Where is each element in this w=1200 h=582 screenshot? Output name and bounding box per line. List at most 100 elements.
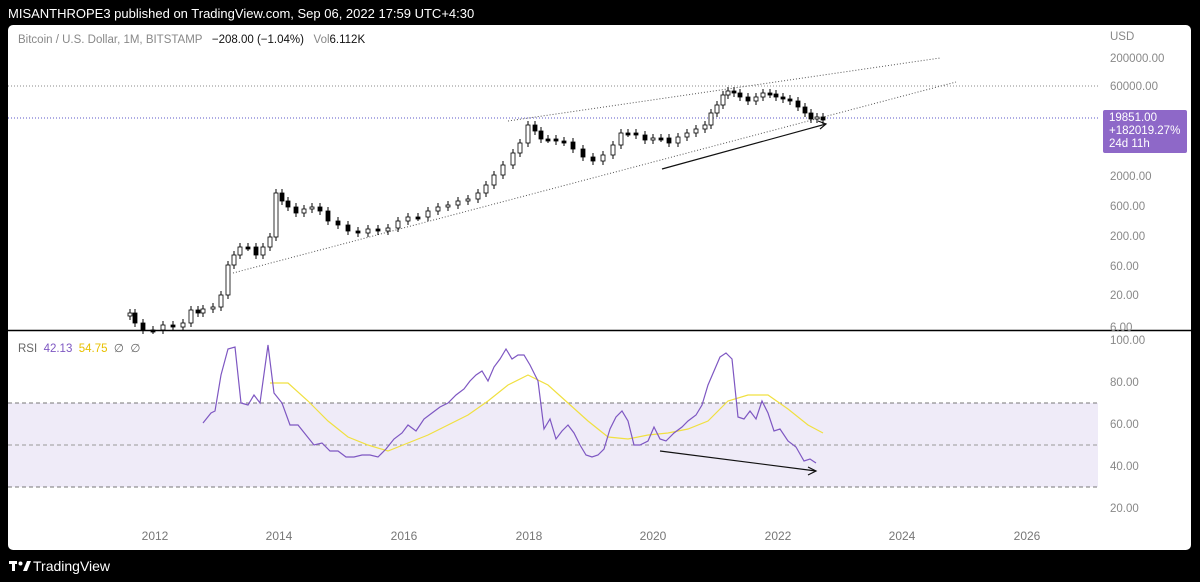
candle-down [731, 90, 737, 94]
candle-up [365, 228, 371, 234]
symbol-legend: Bitcoin / U.S. Dollar, 1M, BITSTAMP −208… [18, 34, 365, 46]
candle-up [260, 246, 266, 256]
rsi-axis[interactable]: 100.00 80.00 60.00 40.00 20.00 [1110, 335, 1145, 515]
rsi-tick-label: 100.00 [1110, 335, 1145, 347]
candle-up [475, 192, 481, 200]
candle-up [753, 96, 759, 102]
candle-up [525, 124, 531, 144]
candle-up [231, 254, 237, 266]
time-tick-label: 2012 [142, 529, 169, 543]
candle-up [465, 198, 471, 202]
footer-bar: TradingView [0, 550, 1200, 582]
candle-down [561, 140, 567, 144]
candle-down [293, 206, 299, 214]
time-tick-label: 2014 [266, 529, 293, 543]
rsi-tick-label: 40.00 [1110, 461, 1139, 473]
candle-up [405, 216, 411, 222]
price-tick-label: 60.00 [1110, 261, 1139, 273]
badge-countdown: 24d 11h [1109, 138, 1150, 150]
candlestick-series [127, 87, 826, 334]
symbol-name[interactable]: Bitcoin / U.S. Dollar, 1M, BITSTAMP [18, 34, 203, 46]
candle-down [590, 156, 596, 162]
candle-up [188, 309, 194, 324]
rsi-series [202, 344, 824, 464]
time-tick-label: 2024 [889, 529, 916, 543]
candle-down [658, 137, 664, 141]
chart-panel[interactable]: USD 200000.00 60000.00 2000.00 600.00 200.00… [8, 25, 1191, 550]
last-price-badge: 19851.00 +182019.27% 24d 11h [1103, 110, 1187, 153]
candle-down [285, 200, 291, 208]
candle-up [309, 206, 315, 210]
rsi-band [8, 403, 1098, 487]
candle-down [773, 93, 779, 98]
candle-up [725, 90, 731, 96]
candle-up [385, 227, 391, 232]
candle-down [802, 106, 808, 114]
candle-down [170, 324, 176, 328]
time-axis[interactable]: 2012 2014 2016 2018 2020 2022 2024 2026 [142, 529, 1041, 543]
chart-canvas[interactable]: USD 200000.00 60000.00 2000.00 600.00 200.00… [8, 25, 1191, 550]
candle-up [218, 294, 224, 308]
candle-up [267, 236, 273, 248]
badge-price: 19851.00 [1109, 112, 1157, 124]
candle-down [335, 220, 341, 226]
candle-down [820, 116, 826, 121]
price-arrow-head [817, 120, 828, 130]
candle-down [245, 246, 251, 250]
candle-up [610, 144, 616, 156]
price-axis-currency: USD [1110, 31, 1134, 43]
price-axis[interactable]: 200000.00 60000.00 2000.00 600.00 200.00 60.0… [1110, 53, 1164, 334]
candle-down [745, 96, 751, 102]
candle-up [693, 128, 699, 134]
tradingview-brand[interactable]: TradingView [33, 558, 111, 574]
candle-up [273, 192, 279, 238]
candle-down [580, 148, 586, 158]
candle-up [425, 210, 431, 218]
candle-up [180, 322, 186, 328]
candle-down [767, 92, 773, 96]
candle-up [435, 206, 441, 212]
price-tick-label: 600.00 [1110, 201, 1145, 213]
tradingview-logo-icon[interactable] [9, 559, 31, 573]
candle-up [160, 324, 166, 331]
candle-up [517, 142, 523, 154]
candle-down [787, 98, 793, 102]
rsi-ma-value: 54.75 [78, 343, 108, 355]
candle-down [345, 224, 351, 232]
candle-up [491, 174, 497, 186]
candle-down [132, 312, 138, 324]
time-tick-label: 2022 [765, 529, 792, 543]
candle-down [195, 309, 201, 314]
channel-upper-trendline [507, 57, 941, 122]
candle-down [279, 192, 285, 202]
publication-info: MISANTHROPE3 published on TradingView.co… [8, 6, 475, 21]
volume-value: 6.112K [329, 34, 366, 46]
price-tick-label: 20.00 [1110, 290, 1139, 302]
price-tick-label: 2000.00 [1110, 171, 1152, 183]
candle-up [483, 184, 489, 194]
badge-change: +182019.27% [1109, 125, 1181, 137]
candle-down [538, 130, 544, 140]
candle-up [714, 104, 720, 114]
rsi-tick-label: 20.00 [1110, 503, 1139, 515]
price-tick-label: 200000.00 [1110, 53, 1164, 65]
candle-up [684, 132, 690, 138]
top-bar: MISANTHROPE3 published on TradingView.co… [0, 0, 1200, 26]
time-tick-label: 2026 [1014, 529, 1041, 543]
candle-down [780, 96, 786, 100]
rsi-label[interactable]: RSI [18, 343, 38, 355]
price-arrow-line [661, 123, 827, 170]
candle-up [455, 200, 461, 206]
candle-up [760, 92, 766, 98]
rsi-extra-1: ∅ [113, 343, 124, 355]
candle-up [237, 246, 243, 256]
rsi-extra-2: ∅ [130, 343, 141, 355]
candle-up [720, 94, 726, 106]
candle-down [795, 100, 801, 108]
candle-up [675, 136, 681, 144]
candle-down [642, 134, 648, 141]
candle-up [600, 154, 606, 162]
price-change: −208.00 (−1.04%) [211, 34, 304, 46]
price-tick-label: 60000.00 [1110, 81, 1158, 93]
candle-down [375, 228, 381, 232]
